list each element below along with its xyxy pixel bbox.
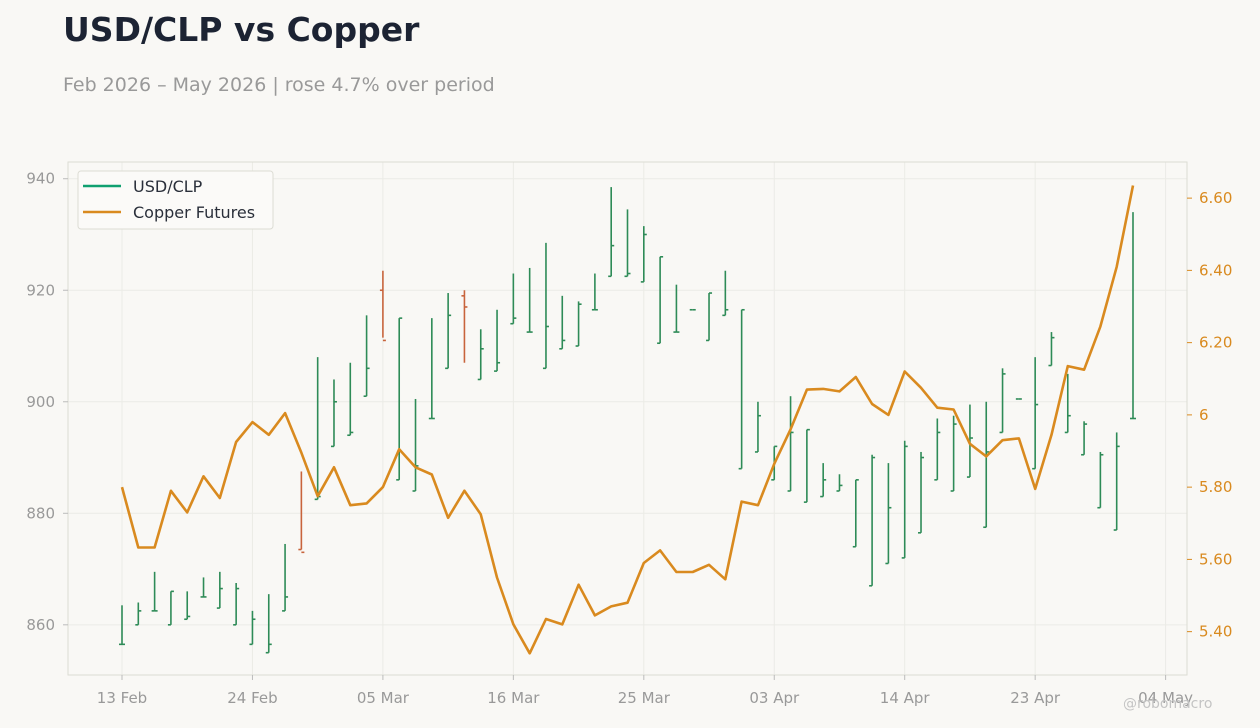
ohlc-bar (918, 451, 925, 534)
y-left-tick-label: 940 (26, 170, 55, 188)
ohlc-bar (608, 187, 615, 278)
ohlc-bar (754, 401, 761, 453)
ohlc-bar (119, 605, 125, 646)
ohlc-bar (706, 292, 713, 342)
ohlc-bar (1048, 332, 1055, 367)
ohlc-bar (363, 315, 370, 397)
x-tick-label: 25 Mar (618, 689, 671, 707)
x-tick-label: 03 Apr (749, 689, 800, 707)
ohlc-bar (282, 543, 289, 612)
ohlc-bar (787, 396, 794, 492)
y-axis-left: 860 880 900 920 940 (26, 170, 68, 634)
y-right-tick-label: 6.40 (1199, 261, 1232, 279)
x-tick-label: 23 Apr (1010, 689, 1061, 707)
ohlc-bar (477, 329, 484, 381)
ohlc-bar (950, 415, 957, 492)
ohlc-bar (1130, 212, 1136, 420)
ohlc-bar (738, 308, 745, 470)
x-tick-label: 14 Apr (880, 689, 931, 707)
ohlc-bar (314, 357, 321, 501)
ohlc-bar (820, 463, 827, 498)
ohlc-bar (330, 379, 337, 448)
ohlc-bar (412, 398, 419, 492)
ohlc-bar (542, 242, 549, 370)
ohlc-bar (200, 577, 207, 598)
ohlc-bar (640, 226, 647, 283)
ohlc-bar (494, 309, 501, 372)
ohlc-bar (135, 602, 142, 626)
x-tick-label: 05 Mar (357, 689, 410, 707)
legend-box (77, 170, 274, 230)
ohlc-bar (526, 267, 533, 333)
y-right-tick-label: 5.60 (1199, 550, 1232, 568)
chart-title: USD/CLP vs Copper (63, 10, 420, 49)
ohlc-bar (298, 471, 305, 554)
ohlc-bar (1113, 432, 1120, 531)
y-left-tick-label: 860 (26, 616, 55, 634)
x-tick-label: 13 Feb (97, 689, 147, 707)
ohlc-bar (1032, 357, 1039, 470)
grid (68, 162, 1187, 675)
ohlc-bar (559, 295, 566, 350)
ohlc-bar (852, 479, 859, 548)
ohlc-bar (673, 284, 680, 333)
legend-label-usdclp: USD/CLP (133, 177, 203, 196)
ohlc-bar (167, 590, 174, 626)
ohlc-bar (249, 610, 256, 646)
ohlc-bar (983, 401, 990, 529)
y-left-tick-label: 900 (26, 393, 55, 411)
legend-label-copper: Copper Futures (133, 203, 255, 222)
ohlc-bar (836, 474, 843, 492)
chart-subtitle: Feb 2026 – May 2026 | rose 4.7% over per… (63, 74, 495, 96)
ohlc-bar (722, 270, 729, 317)
ohlc-bar (966, 404, 973, 478)
ohlc-bar (445, 293, 452, 370)
y-right-tick-label: 5.80 (1199, 478, 1232, 496)
ohlc-bar (379, 270, 386, 342)
ohlc-bar (265, 594, 272, 654)
ohlc-bar (151, 571, 158, 612)
ohlc-bar (396, 317, 403, 481)
y-axis-right: 5.40 5.60 5.80 6 6.20 6.40 6.60 (1187, 189, 1232, 641)
copper-series-line (120, 185, 1135, 655)
ohlc-bar (901, 440, 908, 559)
ohlc-bar (428, 318, 435, 420)
x-tick-label: 24 Feb (227, 689, 277, 707)
ohlc-bar (347, 362, 354, 437)
ohlc-bar (934, 418, 941, 481)
y-left-tick-label: 920 (26, 281, 55, 299)
ohlc-bar (657, 255, 664, 345)
ohlc-bar (233, 582, 240, 626)
y-right-tick-label: 6.60 (1199, 189, 1232, 207)
ohlc-bar (510, 273, 517, 325)
ohlc-bar (461, 290, 468, 363)
ohlc-bar (1081, 421, 1088, 456)
y-left-tick-label: 880 (26, 504, 55, 522)
ohlc-bar (624, 209, 631, 278)
ohlc-bar (999, 368, 1006, 434)
ohlc-bar (591, 273, 598, 311)
legend: USD/CLP Copper Futures (77, 170, 274, 230)
ohlc-bar (1097, 451, 1104, 509)
credit-watermark: @robomacro (1123, 696, 1213, 712)
x-axis: 13 Feb 24 Feb 05 Mar 16 Mar 25 Mar 03 Apr 14 A… (97, 675, 1193, 707)
x-tick-label: 16 Mar (487, 689, 540, 707)
y-right-tick-label: 6.20 (1199, 334, 1232, 352)
ohlc-bar (575, 301, 582, 347)
plot-area (67, 161, 1188, 676)
ohlc-bar (803, 428, 810, 503)
y-right-tick-label: 6 (1199, 406, 1209, 424)
y-right-tick-label: 5.40 (1199, 623, 1232, 641)
ohlc-bar (1064, 373, 1071, 434)
ohlc-bar (184, 591, 191, 621)
ohlc-bar (216, 571, 223, 609)
ohlc-bar (885, 463, 892, 565)
x-tick-label: 04 May (1138, 689, 1193, 707)
ohlc-bar (869, 454, 876, 587)
usdclp-series (119, 187, 1136, 654)
